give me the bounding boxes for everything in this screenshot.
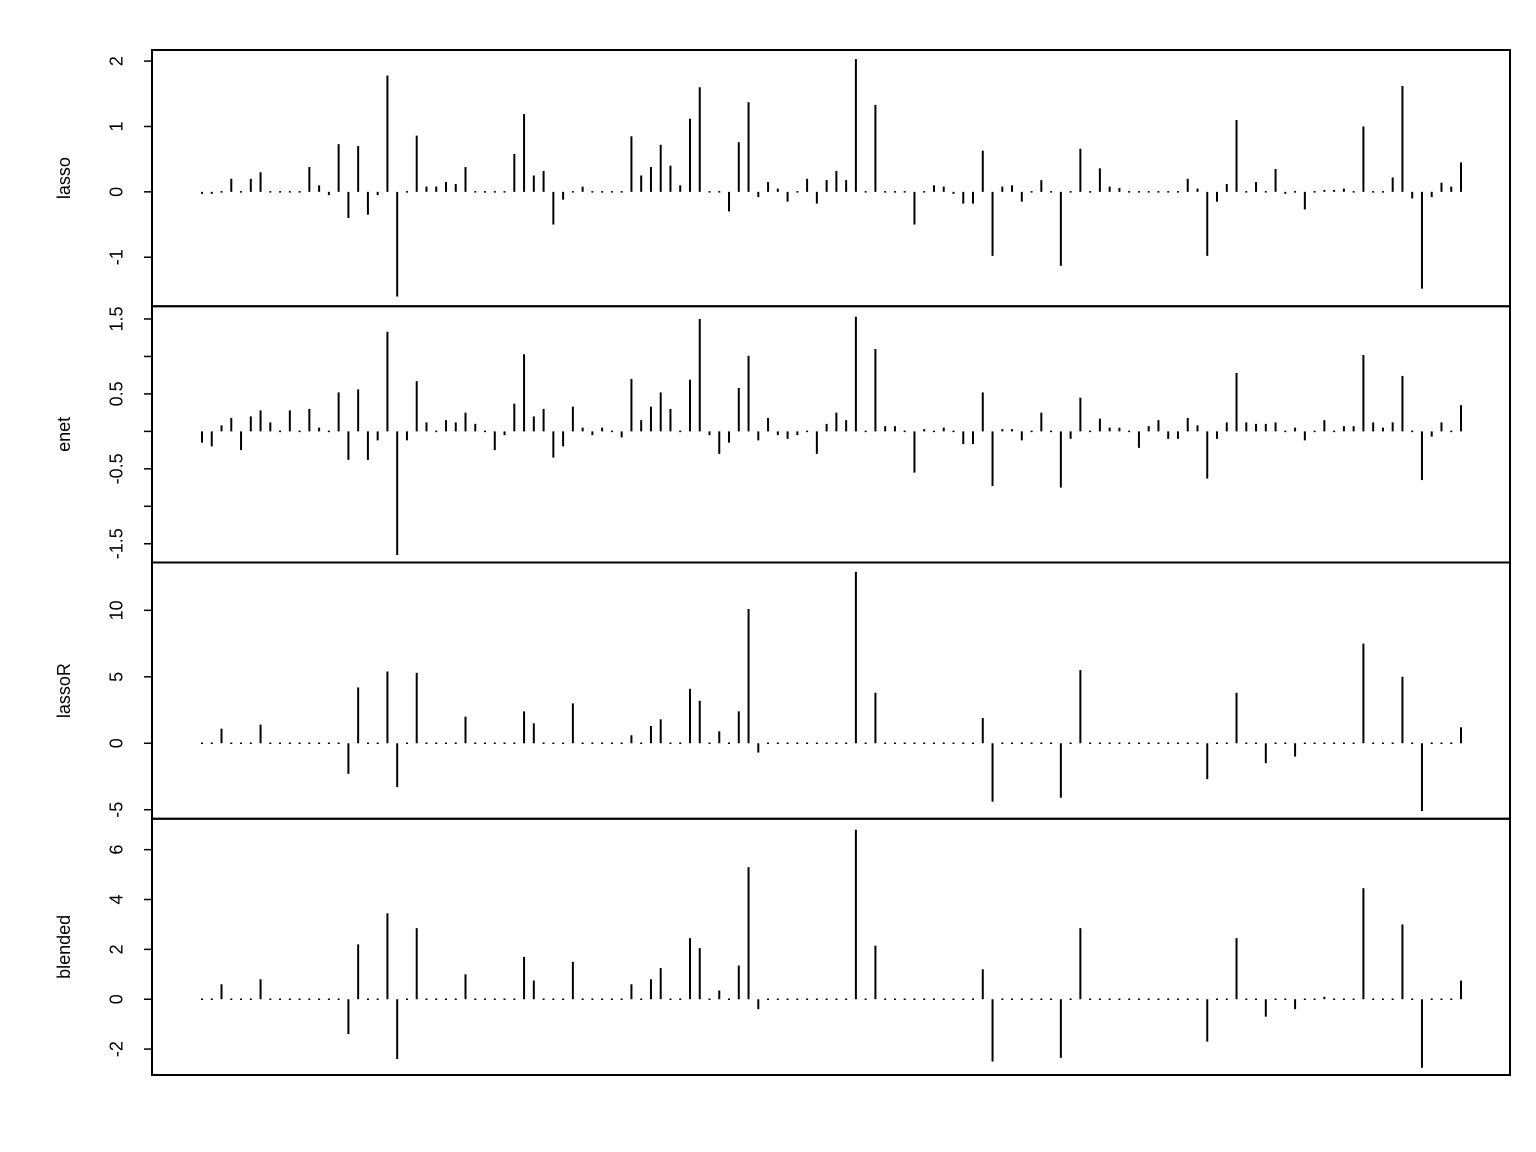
y-tick-label: 1 [107,121,127,131]
y-tick-label: 1.5 [107,306,127,331]
panel-frame [151,561,1511,820]
y-tick-label: -2 [107,1041,127,1057]
panel-frame [151,817,1511,1076]
y-tick-label: 0 [107,738,127,748]
y-tick-label: 0.5 [107,381,127,406]
y-tick-label: -1.5 [107,528,127,559]
y-tick-label: -0.5 [107,453,127,484]
y-tick-label: 10 [107,600,127,620]
y-tick-label: 4 [107,895,127,905]
y-axis-label: blended [54,915,74,979]
y-tick-label: 5 [107,672,127,682]
y-axis-label: enet [54,417,74,452]
panel-frame [151,49,1511,308]
y-tick-label: 2 [107,944,127,954]
y-tick-label: -1 [107,249,127,265]
y-tick-label: -5 [107,802,127,818]
y-axis-label: lassoR [54,663,74,718]
y-tick-label: 6 [107,845,127,855]
panel-frame [151,305,1511,564]
y-tick-label: 0 [107,994,127,1004]
y-tick-label: 2 [107,56,127,66]
y-axis-label: lasso [54,157,74,199]
y-tick-label: 0 [107,187,127,197]
